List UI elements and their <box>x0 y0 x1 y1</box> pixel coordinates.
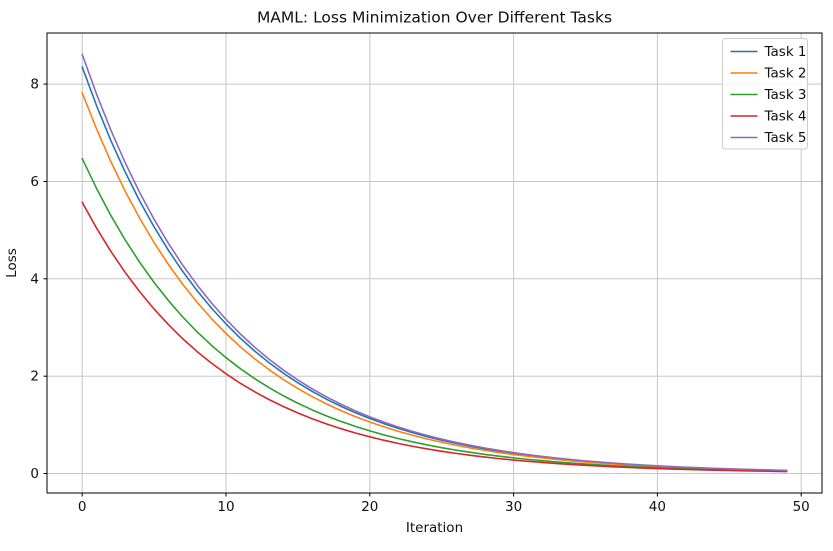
x-tick-label: 40 <box>649 499 666 515</box>
y-tick-label: 8 <box>30 77 39 93</box>
y-tick-label: 2 <box>30 369 39 385</box>
series-line-task-1 <box>81 66 788 472</box>
legend-box <box>722 38 808 150</box>
plot-border <box>46 32 823 494</box>
legend-label-task-3: Task 3 <box>764 87 807 103</box>
series-line-task-4 <box>81 201 788 473</box>
x-tick-label: 20 <box>361 499 378 515</box>
legend-label-task-1: Task 1 <box>764 44 807 60</box>
x-tick-label: 50 <box>793 499 810 515</box>
series-line-task-5 <box>81 53 788 472</box>
x-axis-label: Iteration <box>406 520 463 536</box>
y-tick-label: 4 <box>30 271 39 287</box>
legend-label-task-4: Task 4 <box>764 109 807 125</box>
y-axis-label: Loss <box>4 248 20 278</box>
x-tick-label: 10 <box>217 499 234 515</box>
series-line-task-3 <box>81 157 788 472</box>
series-line-task-2 <box>81 92 788 472</box>
y-tick-label: 0 <box>30 466 39 482</box>
series-layer <box>81 53 788 473</box>
grid-layer <box>47 33 822 493</box>
legend-label-task-2: Task 2 <box>764 66 807 82</box>
chart-title: MAML: Loss Minimization Over Different T… <box>257 9 612 27</box>
legend-label-task-5: Task 5 <box>764 130 807 146</box>
y-tick-label: 6 <box>30 174 39 190</box>
x-tick-label: 0 <box>78 499 87 515</box>
tick-layer: 0 10 20 30 40 50 0 2 4 6 8 <box>30 77 809 515</box>
x-tick-label: 30 <box>505 499 522 515</box>
legend: Task 1 Task 2 Task 3 Task 4 Task 5 <box>722 38 808 150</box>
